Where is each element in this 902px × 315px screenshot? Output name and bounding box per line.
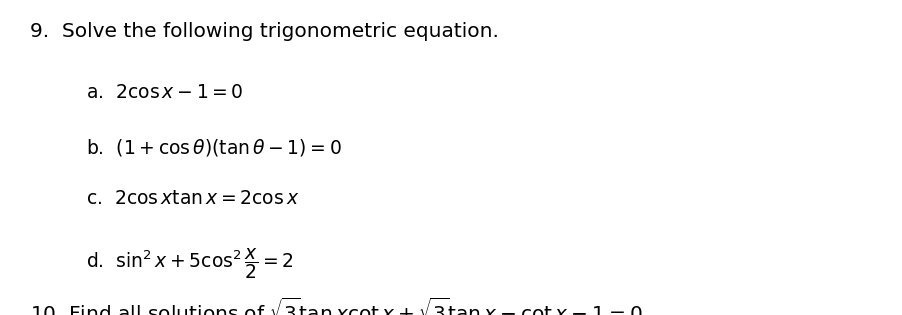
Text: a.  $2 \cos x - 1 = 0$: a. $2 \cos x - 1 = 0$: [86, 83, 244, 102]
Text: b.  $(1 + \cos\theta)(\tan \theta - 1) = 0$: b. $(1 + \cos\theta)(\tan \theta - 1) = …: [86, 137, 341, 158]
Text: 10. Find all solutions of $\sqrt{3}\tan x\cot x + \sqrt{3}\tan x - \cot x - 1 = : 10. Find all solutions of $\sqrt{3}\tan …: [30, 298, 641, 315]
Text: 9.  Solve the following trigonometric equation.: 9. Solve the following trigonometric equ…: [30, 22, 498, 41]
Text: c.  $2 \cos x \tan x = 2 \cos x$: c. $2 \cos x \tan x = 2 \cos x$: [86, 189, 299, 208]
Text: d.  $\sin^2 x + 5\cos^2\dfrac{x}{2} = 2$: d. $\sin^2 x + 5\cos^2\dfrac{x}{2} = 2$: [86, 246, 293, 281]
